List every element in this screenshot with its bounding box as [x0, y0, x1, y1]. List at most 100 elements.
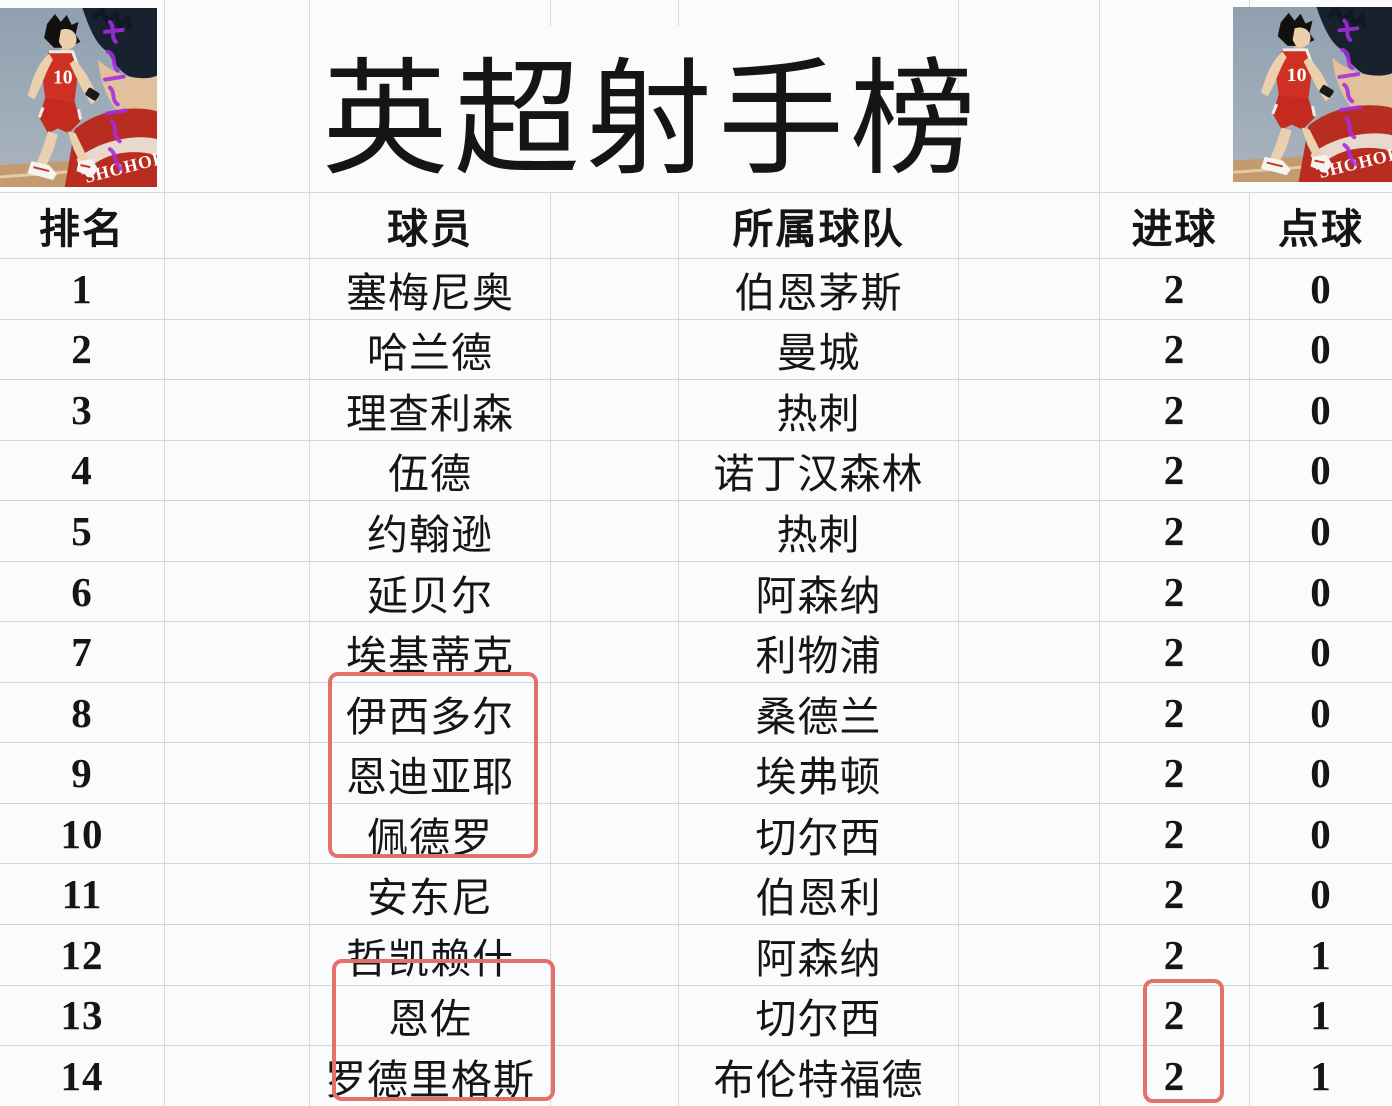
goals-cell[interactable]: 2	[1100, 561, 1250, 623]
player-cell[interactable]: 伊西多尔	[310, 682, 551, 744]
goals-cell[interactable]: 2	[1100, 440, 1250, 502]
goals-cell[interactable]: 2	[1100, 622, 1250, 683]
rank-cell[interactable]: 3	[0, 380, 165, 441]
empty-cell[interactable]	[551, 440, 679, 502]
penalties-cell[interactable]: 0	[1250, 259, 1392, 320]
goals-cell[interactable]: 2	[1100, 1046, 1250, 1106]
empty-cell[interactable]	[959, 803, 1100, 865]
empty-cell[interactable]	[959, 440, 1100, 502]
empty-cell[interactable]	[551, 501, 679, 562]
empty-cell[interactable]	[551, 743, 679, 804]
empty-cell[interactable]	[165, 192, 310, 259]
empty-cell[interactable]	[551, 319, 679, 381]
team-cell[interactable]: 阿森纳	[679, 561, 959, 623]
empty-cell[interactable]	[165, 803, 310, 865]
empty-cell[interactable]	[165, 985, 310, 1047]
empty-cell[interactable]	[959, 501, 1100, 562]
empty-cell[interactable]	[165, 561, 310, 623]
player-cell[interactable]: 恩迪亚耶	[310, 743, 551, 804]
player-cell[interactable]: 哈兰德	[310, 319, 551, 381]
goals-cell[interactable]: 2	[1100, 319, 1250, 381]
empty-cell[interactable]	[959, 682, 1100, 744]
player-cell[interactable]: 恩佐	[310, 985, 551, 1047]
rank-cell[interactable]: 13	[0, 985, 165, 1047]
empty-cell[interactable]	[959, 985, 1100, 1047]
empty-cell[interactable]	[959, 622, 1100, 683]
empty-cell[interactable]	[165, 925, 310, 986]
penalties-cell[interactable]: 0	[1250, 501, 1392, 562]
empty-cell[interactable]	[165, 0, 310, 27]
team-cell[interactable]: 伯恩利	[679, 864, 959, 926]
empty-cell[interactable]	[165, 622, 310, 683]
empty-cell[interactable]	[959, 925, 1100, 986]
player-cell[interactable]: 约翰逊	[310, 501, 551, 562]
goals-cell[interactable]: 2	[1100, 259, 1250, 320]
player-cell[interactable]: 延贝尔	[310, 561, 551, 623]
header-rank[interactable]: 排名	[0, 192, 165, 259]
empty-cell[interactable]	[165, 682, 310, 744]
header-goals[interactable]: 进球	[1100, 192, 1250, 259]
rank-cell[interactable]: 7	[0, 622, 165, 683]
goals-cell[interactable]: 2	[1100, 682, 1250, 744]
rank-cell[interactable]: 1	[0, 259, 165, 320]
empty-cell[interactable]	[1100, 0, 1250, 27]
rank-cell[interactable]: 4	[0, 440, 165, 502]
goals-cell[interactable]: 2	[1100, 743, 1250, 804]
team-cell[interactable]: 布伦特福德	[679, 1046, 959, 1106]
empty-cell[interactable]	[551, 259, 679, 320]
player-cell[interactable]: 伍德	[310, 440, 551, 502]
empty-cell[interactable]	[959, 380, 1100, 441]
empty-cell[interactable]	[551, 925, 679, 986]
rank-cell[interactable]: 11	[0, 864, 165, 926]
team-cell[interactable]: 热刺	[679, 501, 959, 562]
goals-cell[interactable]: 2	[1100, 985, 1250, 1047]
empty-cell[interactable]	[165, 380, 310, 441]
penalties-cell[interactable]: 0	[1250, 683, 1392, 744]
rank-cell[interactable]: 9	[0, 743, 165, 804]
penalties-cell[interactable]: 0	[1250, 380, 1392, 441]
empty-cell[interactable]	[959, 259, 1100, 320]
empty-cell[interactable]	[165, 440, 310, 502]
penalties-cell[interactable]: 0	[1250, 804, 1392, 865]
team-cell[interactable]: 利物浦	[679, 622, 959, 683]
penalties-cell[interactable]: 0	[1250, 320, 1392, 381]
goals-cell[interactable]: 2	[1100, 380, 1250, 441]
team-cell[interactable]: 埃弗顿	[679, 743, 959, 804]
goals-cell[interactable]: 2	[1100, 803, 1250, 865]
empty-cell[interactable]	[165, 864, 310, 926]
player-cell[interactable]: 安东尼	[310, 864, 551, 926]
rank-cell[interactable]: 12	[0, 925, 165, 986]
team-cell[interactable]: 切尔西	[679, 803, 959, 865]
header-player[interactable]: 球员	[310, 192, 551, 259]
team-cell[interactable]: 阿森纳	[679, 925, 959, 986]
empty-cell[interactable]	[551, 192, 679, 259]
penalties-cell[interactable]: 0	[1250, 441, 1392, 502]
goals-cell[interactable]: 2	[1100, 864, 1250, 926]
team-cell[interactable]: 热刺	[679, 380, 959, 441]
empty-cell[interactable]	[551, 1046, 679, 1106]
player-cell[interactable]: 埃基蒂克	[310, 622, 551, 683]
empty-cell[interactable]	[551, 682, 679, 744]
team-cell[interactable]: 桑德兰	[679, 682, 959, 744]
empty-cell[interactable]	[959, 743, 1100, 804]
empty-cell[interactable]	[551, 380, 679, 441]
goals-cell[interactable]: 2	[1100, 925, 1250, 986]
empty-cell[interactable]	[551, 864, 679, 926]
penalties-cell[interactable]: 1	[1250, 925, 1392, 986]
team-cell[interactable]: 曼城	[679, 319, 959, 381]
empty-cell[interactable]	[959, 1046, 1100, 1106]
empty-cell[interactable]	[165, 319, 310, 381]
penalties-cell[interactable]: 1	[1250, 986, 1392, 1047]
rank-cell[interactable]: 14	[0, 1046, 165, 1106]
header-penalties[interactable]: 点球	[1250, 192, 1392, 259]
empty-cell[interactable]	[551, 985, 679, 1047]
player-cell[interactable]: 哲凯赖什	[310, 925, 551, 986]
team-cell[interactable]: 诺丁汉森林	[679, 440, 959, 502]
rank-cell[interactable]: 6	[0, 561, 165, 623]
team-cell[interactable]: 伯恩茅斯	[679, 259, 959, 320]
player-cell[interactable]: 理查利森	[310, 380, 551, 441]
empty-cell[interactable]	[165, 259, 310, 320]
empty-cell[interactable]	[959, 319, 1100, 381]
rank-cell[interactable]: 10	[0, 803, 165, 865]
penalties-cell[interactable]: 0	[1250, 622, 1392, 683]
